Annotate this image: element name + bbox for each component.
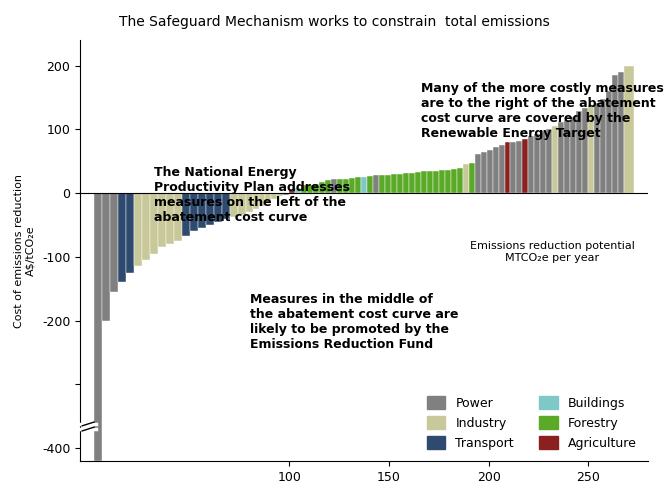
Bar: [480, 152, 486, 193]
Bar: [457, 168, 463, 193]
Bar: [385, 175, 391, 193]
Bar: [391, 174, 397, 193]
Bar: [534, 134, 540, 193]
Bar: [307, 185, 313, 193]
Y-axis label: Cost of emissions reduction
A$/tCO₂e: Cost of emissions reduction A$/tCO₂e: [13, 173, 35, 328]
Bar: [552, 126, 558, 193]
Bar: [355, 177, 361, 193]
Bar: [253, 193, 259, 209]
Bar: [469, 162, 475, 193]
Bar: [618, 72, 624, 193]
Bar: [265, 193, 271, 203]
Bar: [486, 150, 492, 193]
Bar: [94, 193, 102, 461]
Bar: [589, 105, 594, 193]
Bar: [475, 154, 480, 193]
Bar: [439, 170, 445, 193]
Bar: [492, 147, 498, 193]
Text: Emissions reduction potential
MTCO₂e per year: Emissions reduction potential MTCO₂e per…: [470, 241, 635, 263]
Bar: [624, 66, 634, 193]
Bar: [451, 169, 457, 193]
Bar: [142, 193, 150, 260]
Bar: [126, 193, 134, 273]
Bar: [379, 175, 385, 193]
Bar: [582, 108, 589, 193]
Bar: [271, 193, 277, 199]
Text: The National Energy
Productivity Plan addresses
measures on the left of the
abat: The National Energy Productivity Plan ad…: [154, 166, 350, 224]
Bar: [510, 142, 516, 193]
Text: Many of the more costly measures
are to the right of the abatement
cost curve ar: Many of the more costly measures are to …: [421, 82, 663, 140]
Text: Measures in the middle of
the abatement cost curve are
likely to be promoted by : Measures in the middle of the abatement …: [250, 293, 459, 351]
Bar: [238, 193, 246, 215]
Bar: [558, 122, 564, 193]
Bar: [367, 176, 373, 193]
Bar: [373, 175, 379, 193]
Bar: [150, 193, 158, 254]
Bar: [246, 193, 253, 212]
Bar: [516, 141, 522, 193]
Bar: [118, 193, 126, 283]
Bar: [158, 193, 166, 247]
Bar: [361, 176, 367, 193]
Bar: [230, 193, 238, 217]
Bar: [463, 164, 469, 193]
Bar: [214, 193, 222, 222]
Bar: [600, 99, 606, 193]
Bar: [427, 171, 433, 193]
Bar: [206, 193, 214, 225]
Bar: [570, 117, 576, 193]
Bar: [504, 142, 510, 193]
Bar: [174, 193, 182, 241]
Bar: [576, 112, 582, 193]
Bar: [498, 145, 504, 193]
Bar: [522, 139, 528, 193]
Bar: [594, 103, 600, 193]
Bar: [528, 136, 534, 193]
Bar: [403, 173, 409, 193]
Bar: [337, 179, 343, 193]
Bar: [190, 193, 198, 231]
Bar: [277, 193, 283, 196]
Legend: Power, Industry, Transport, Buildings, Forestry, Agriculture: Power, Industry, Transport, Buildings, F…: [422, 391, 642, 455]
Bar: [319, 182, 325, 193]
Bar: [134, 193, 142, 267]
Bar: [198, 193, 206, 228]
Bar: [182, 193, 190, 236]
Bar: [445, 169, 451, 193]
Text: The Safeguard Mechanism works to constrain  total emissions: The Safeguard Mechanism works to constra…: [119, 15, 549, 29]
Bar: [540, 131, 546, 193]
Bar: [259, 193, 265, 206]
Bar: [289, 190, 295, 193]
Bar: [110, 193, 118, 292]
Bar: [283, 193, 289, 195]
Bar: [606, 91, 612, 193]
Bar: [166, 193, 174, 244]
Bar: [349, 178, 355, 193]
Bar: [415, 172, 421, 193]
Bar: [612, 75, 618, 193]
Bar: [295, 188, 301, 193]
Bar: [102, 193, 110, 321]
Bar: [222, 193, 230, 218]
Bar: [433, 171, 439, 193]
Bar: [325, 180, 331, 193]
Bar: [343, 179, 349, 193]
Bar: [564, 120, 570, 193]
Bar: [301, 185, 307, 193]
Bar: [409, 173, 415, 193]
Bar: [421, 171, 427, 193]
Bar: [546, 129, 552, 193]
Bar: [331, 179, 337, 193]
Bar: [313, 184, 319, 193]
Bar: [397, 174, 403, 193]
